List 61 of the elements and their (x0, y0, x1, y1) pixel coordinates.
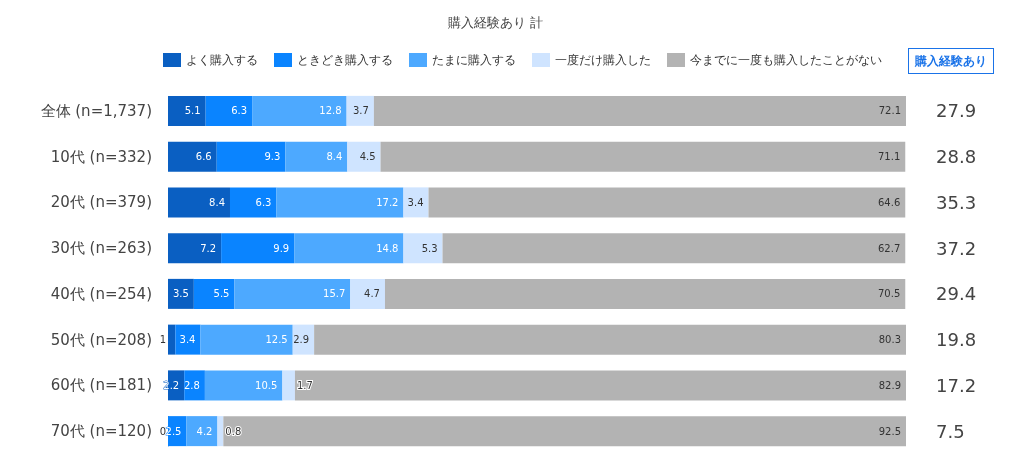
data-label: 9.9 (273, 242, 290, 254)
data-label: 7.2 (200, 242, 217, 254)
legend-label: よく購入する (186, 53, 258, 67)
data-label: 3.5 (172, 288, 189, 300)
data-label: 70.5 (878, 288, 901, 300)
text: 購入経験あり 計 (448, 15, 544, 30)
data-label: 2.8 (183, 379, 200, 391)
data-label: 64.6 (878, 196, 901, 208)
y-tick-label: 20代 (n=379) (50, 193, 152, 212)
text: 17.2 (936, 374, 977, 396)
text: 購入経験あり (914, 54, 987, 68)
data-label: 4.5 (359, 151, 376, 163)
data-label: 71.1 (878, 151, 901, 163)
text: 7.5 (936, 420, 965, 442)
y-tick-label: 30代 (n=263) (50, 239, 152, 258)
y-tick-label: 全体 (n=1,737) (40, 101, 152, 120)
y-tick-label: 40代 (n=254) (50, 284, 152, 303)
text: 35.3 (936, 191, 977, 213)
data-label: 15.7 (323, 288, 346, 300)
text: 29.4 (936, 283, 977, 305)
data-label: 1.7 (296, 379, 313, 391)
data-label: 6.6 (195, 151, 212, 163)
data-label: 5.5 (213, 288, 230, 300)
text: 27.9 (936, 100, 977, 122)
data-label: 6.3 (255, 196, 272, 208)
data-label: 6.3 (231, 105, 248, 117)
data-label: 17.2 (376, 196, 399, 208)
legend-label: 今までに一度も購入したことがない (690, 53, 882, 67)
data-label: 0.8 (225, 425, 242, 437)
data-label: 62.7 (878, 242, 901, 254)
data-label: 4.7 (364, 288, 380, 300)
data-label: 92.5 (878, 425, 901, 437)
data-label: 8.4 (326, 151, 343, 163)
legend-label: ときどき購入する (297, 53, 393, 67)
data-label: 0 (159, 425, 166, 437)
data-label: 72.1 (878, 105, 901, 117)
data-label: 82.9 (878, 379, 901, 391)
data-label: 9.3 (264, 151, 281, 163)
text: 37.2 (936, 237, 977, 259)
legend-label: 一度だけ購入した (555, 53, 651, 67)
y-tick-label: 50代 (n=208) (50, 330, 152, 349)
y-tick-label: 60代 (n=181) (50, 376, 152, 395)
data-label: 8.4 (209, 196, 225, 208)
data-label: 4.2 (196, 425, 213, 437)
data-label: 12.8 (319, 105, 342, 117)
data-label: 3.4 (179, 334, 196, 346)
legend-label: たまに購入する (432, 53, 516, 67)
data-label: 14.8 (376, 242, 399, 254)
y-tick-label: 10代 (n=332) (50, 147, 152, 166)
data-label: 12.5 (265, 334, 288, 346)
data-label: 5.3 (421, 242, 438, 254)
data-label: 5.1 (184, 105, 201, 117)
data-label: 2.9 (293, 334, 310, 346)
data-label: 3.7 (353, 105, 369, 117)
data-label: 10.5 (255, 379, 278, 391)
y-tick-label: 70代 (n=120) (50, 422, 152, 441)
data-label: 80.3 (878, 334, 901, 346)
text: 19.8 (936, 329, 977, 351)
data-label: 3.4 (407, 196, 424, 208)
data-label: 1 (159, 334, 166, 346)
text: 28.8 (936, 146, 977, 168)
